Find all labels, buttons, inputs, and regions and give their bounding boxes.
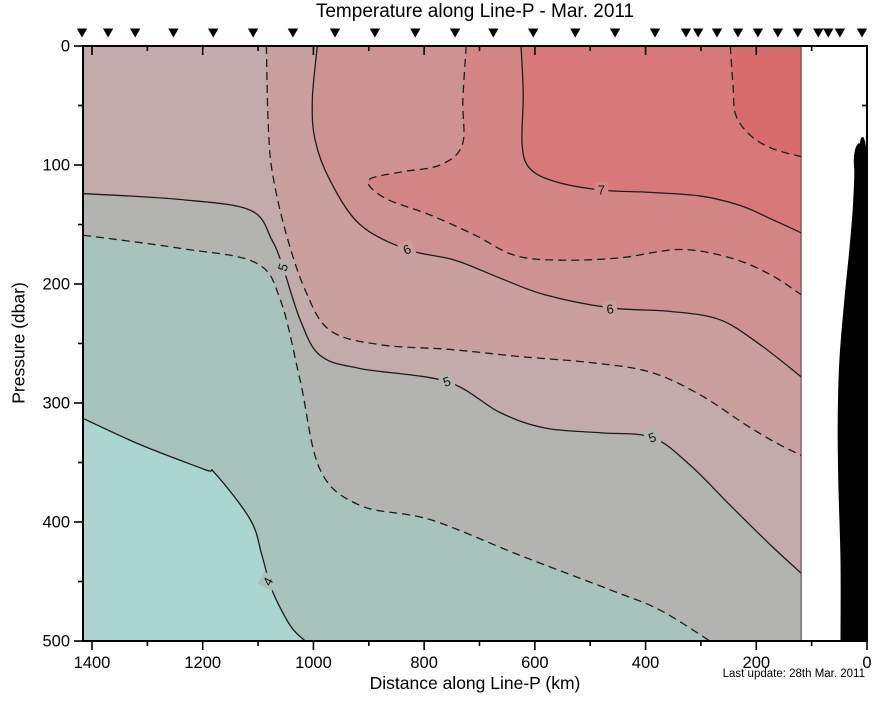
contour-label-text: 5 [646, 429, 658, 446]
x-tick-label: 1400 [74, 654, 111, 672]
x-tick-label: 400 [632, 654, 660, 672]
station-marker [792, 28, 803, 38]
station-marker [856, 28, 868, 38]
y-tick-label: 300 [42, 395, 70, 413]
contour-line-6-solid [311, 46, 802, 378]
contour-label: 6 [397, 239, 417, 260]
x-tick-label: 800 [410, 654, 438, 672]
last-update-note: Last update: 28th Mar. 2011 [722, 668, 865, 680]
contour-label: 4 [257, 571, 279, 592]
contour-labels: 4 5 5 5 6 6 7 [257, 182, 662, 592]
contour-line-6.5-dashed [367, 46, 802, 296]
contour-label: 7 [594, 182, 609, 198]
axis-ticks [74, 45, 868, 650]
contour-label-gap [397, 239, 417, 260]
station-marker [410, 28, 421, 38]
y-tick-label: 400 [42, 514, 70, 532]
y-tick-label: 500 [42, 633, 70, 651]
station-marker [609, 28, 621, 38]
station-marker [732, 28, 744, 38]
y-axis-title: Pressure (dbar) [8, 282, 29, 404]
station-marker [752, 28, 764, 38]
contour-label-text: 7 [598, 183, 605, 198]
station-marker [130, 28, 141, 38]
station-marker [570, 28, 581, 38]
y-tick-label: 0 [61, 38, 70, 56]
contour-line-5-solid [83, 192, 802, 574]
contour-label-text: 5 [275, 262, 292, 274]
station-markers [76, 28, 868, 38]
x-tick-label: 0 [862, 654, 871, 672]
station-marker [834, 28, 846, 38]
contour-line-4-solid [83, 417, 306, 641]
contour-label: 5 [642, 427, 662, 448]
contour-label-gap [602, 300, 619, 318]
y-tick-label: 200 [42, 276, 70, 294]
contour-label-gap [437, 371, 456, 392]
station-marker [772, 28, 784, 38]
contour-label-text: 6 [605, 301, 614, 317]
contour-label-gap [273, 258, 293, 277]
station-marker [693, 28, 704, 38]
x-tick-label: 1000 [295, 654, 332, 672]
contour-label-text: 5 [441, 373, 453, 390]
station-marker [76, 28, 88, 38]
band-above-7 [521, 46, 802, 233]
station-marker [528, 28, 539, 38]
bathymetry-silhouette [837, 130, 868, 642]
x-tick-label: 600 [521, 654, 549, 672]
station-marker [329, 28, 341, 38]
contour-label-gap [257, 571, 279, 592]
contour-label-gap [642, 427, 662, 448]
contour-label: 5 [437, 371, 456, 392]
station-marker [813, 28, 824, 38]
band-above-7.5 [730, 46, 802, 157]
x-axis-title: Distance along Line-P (km) [369, 673, 581, 693]
station-marker [449, 28, 461, 38]
station-marker [711, 28, 723, 38]
contour-line-7.5-dashed [729, 46, 802, 158]
x-tick-label: 1200 [184, 654, 221, 672]
station-marker [488, 28, 499, 38]
y-tick-label: 100 [42, 157, 70, 175]
contour-line-5.5-dashed [265, 46, 802, 456]
station-marker [680, 28, 692, 38]
station-marker [823, 28, 834, 38]
contour-label: 6 [602, 300, 619, 318]
station-marker [287, 28, 299, 38]
station-marker [369, 28, 381, 38]
station-marker [102, 28, 114, 38]
station-marker [168, 28, 179, 38]
contour-label: 5 [273, 258, 293, 277]
contour-line-4.5-dashed [83, 234, 711, 641]
x-tick-label: 200 [743, 654, 771, 672]
chart-title: Temperature along Line-P - Mar. 2011 [315, 1, 635, 22]
station-marker [208, 28, 219, 38]
station-marker [649, 28, 661, 38]
station-marker [247, 28, 259, 38]
contour-fill-bands [83, 46, 802, 641]
contour-label-gap [594, 182, 609, 198]
